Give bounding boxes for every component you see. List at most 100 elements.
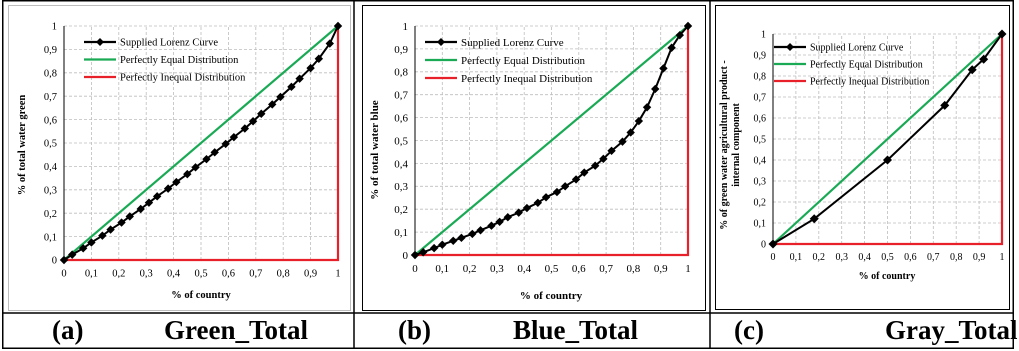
x-tick-label: 0,4 [517,263,531,275]
lorenz-point [240,124,250,133]
y-tick-label: 0,8 [44,68,57,79]
legend-entry: Perfectly Equal Distribution [120,55,239,66]
x-tick-label: 0,8 [627,263,641,275]
lorenz-point [210,148,219,157]
lorenz-point [438,240,447,249]
lorenz-point [514,208,523,217]
lorenz-point [202,154,211,164]
x-tick-label: 1 [1000,252,1005,263]
lorenz-point [257,109,266,118]
caption-name-a: Green_Total [164,315,309,345]
x-tick-label: 0,9 [304,269,317,280]
lorenz-point [295,74,304,83]
legend: Supplied Lorenz Curve Perfectly Equal Dis… [774,43,929,88]
y-tick-label: 0,5 [754,135,767,146]
lorenz-point [98,231,107,240]
y-tick-label: 0,6 [394,112,408,124]
y-tick-label: 0 [52,256,57,267]
chart-border [715,5,1010,310]
y-tick-label: 0,8 [754,72,767,83]
lorenz-point [809,214,819,224]
x-tick-label: 0,4 [167,269,181,280]
lorenz-point [125,212,134,221]
legend-entry: Supplied Lorenz Curve [120,38,218,49]
y-tick-label: 0,3 [394,181,408,193]
x-tick-label: 1 [685,263,691,275]
y-tick-label: 0,4 [394,158,408,170]
y-tick-label: 0,3 [44,185,57,196]
x-tick-label: 0,7 [249,269,262,280]
x-axis-label: % of country [171,290,231,301]
lorenz-point [476,226,485,235]
x-tick-label: 0,6 [222,269,235,280]
y-tick-label: 0,9 [44,45,57,56]
y-tick-label: 0,4 [44,162,58,173]
x-tick-label: 0,7 [927,252,940,263]
y-tick-label: 1 [403,21,409,33]
x-tick-label: 0,3 [835,252,848,263]
legend-entry: Perfectly Inequal Distribution [810,77,929,88]
y-tick-label: 0,2 [754,198,767,209]
lorenz-point [457,233,466,243]
x-tick-label: 0 [412,263,418,275]
y-axis-label: % of green water agricultural product - [719,60,730,229]
caption-cell-b: (b) Blue_Total [355,314,709,347]
lorenz-point [580,168,589,177]
caption-name-b: Blue_Total [513,315,639,345]
lorenz-point [503,213,513,222]
x-tick-label: 0 [61,269,66,280]
x-axis-label: % of country [859,271,916,282]
lorenz-point [68,250,77,259]
y-tick-label: 0 [761,240,766,251]
lorenz-point [449,236,458,246]
lorenz-point [183,169,192,179]
chart-blue-total: 00 0,1 0,1 0,2 0,2 0,3 0,3 0,4 0,4 0,5 0,5 0,6 0,6 0,… [362,5,706,311]
series-line-perfectly-equal [772,33,1003,245]
y-tick-label: 0,1 [44,232,57,243]
caption-cell-a: (a) Green_Total [2,314,353,347]
y-tick-label: 0,6 [44,115,57,126]
x-tick-label: 0,2 [112,269,125,280]
lorenz-point [248,117,258,126]
lorenz-point [979,54,989,64]
lorenz-point [172,177,181,187]
x-tick-label: 0,5 [545,263,559,275]
x-tick-label: 0,3 [490,263,504,275]
lorenz-point [683,21,693,31]
legend: Supplied Lorenz Curve Perfectly Equal Dis… [84,38,246,84]
y-tick-label: 0,1 [754,219,767,230]
x-tick-label: 0,8 [950,252,963,263]
lorenz-point [87,238,96,247]
lorenz-point [229,132,239,142]
lorenz-point [106,225,115,234]
caption-letter-b: (b) [398,315,431,345]
x-tick-label: 0,9 [654,263,668,275]
y-axis-label-group: % of total water green [17,95,28,196]
lorenz-point [163,184,173,193]
y-axis-label: % of total water blue [369,100,381,200]
lorenz-point [634,116,644,126]
lorenz-point [410,250,420,260]
lorenz-point [667,43,676,52]
x-tick-label: 0,7 [599,263,613,275]
lorenz-point [287,82,296,92]
lorenz-point [940,100,950,110]
chart-green-total: 00 0,1 0,1 0,2 0,2 0,3 0,3 0,4 0,4 0,5 0,5 0,6 0,6 0,… [8,5,351,311]
y-tick-label: 0,7 [44,92,57,103]
lorenz-point [487,221,496,230]
legend-entry: Perfectly Inequal Distribution [120,73,246,84]
series-line-perfectly-equal [414,25,689,256]
legend-entry: Supplied Lorenz Curve [810,43,904,54]
y-tick-label: 1 [761,30,766,41]
y-tick-label: 0,5 [44,139,57,150]
legend-marker-diamond [96,38,104,46]
lorenz-point [560,182,570,191]
lorenz-point [117,218,126,227]
legend-entry: Perfectly Equal Distribution [810,60,923,71]
y-tick-label: 0,3 [754,177,767,188]
y-tick-label: 0,2 [44,209,57,220]
lorenz-point [276,92,285,102]
